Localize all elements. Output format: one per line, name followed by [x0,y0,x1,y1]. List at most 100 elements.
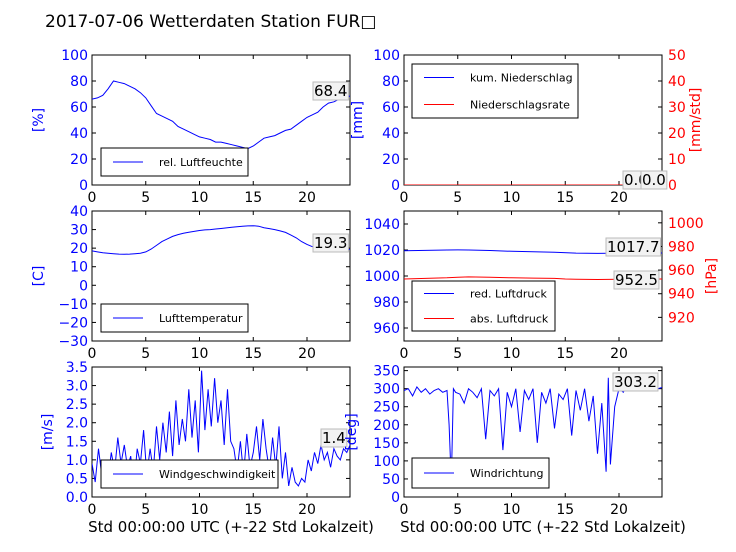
y-tick-label: 3.0 [66,379,88,395]
y-axis-label: [mm] [350,101,366,139]
series-line-abs-luftdruck [404,276,662,281]
legend-label: rel. Luftfeuchte [159,156,243,169]
last-value-label-box [312,81,349,101]
x-tick-label: 20 [298,346,316,362]
y-tick-label: 2.5 [66,397,88,413]
y-tick-label: 1.0 [66,453,88,469]
y-right-tick-label: 40 [668,74,686,90]
x-tick-label: 10 [503,502,521,518]
x-tick-label: 15 [244,502,262,518]
y-tick-label: 100 [373,454,400,470]
y-right-tick-label: 1000 [668,216,704,232]
x-tick-label: 5 [453,346,462,362]
y-tick-label: 20 [70,152,88,168]
x-tick-label: 15 [556,346,574,362]
series-line-lufttemperatur [92,225,350,255]
y-tick-label: 0 [391,490,400,506]
y-tick-label: 0.0 [66,490,88,506]
last-value-label-2: 952.5 [615,271,658,289]
x-axis-label: Std 00:00:00 UTC (+-22 Std Lokalzeit) [400,518,686,536]
x-tick-label: 15 [556,190,574,206]
y-tick-label: 150 [373,436,400,452]
legend-label: Niederschlagsrate [470,99,570,112]
series-line-rel-luftfeuchte [92,80,350,150]
y-tick-label: 20 [382,152,400,168]
y-tick-label: 1020 [364,243,400,259]
legend-label: kum. Niederschlag [470,72,573,85]
legend: rel. Luftfeuchte [100,147,249,177]
y-tick-label: 350 [373,364,400,380]
last-value-label: 1017.7 [607,238,660,256]
x-tick-label: 10 [191,502,209,518]
x-tick-label: 10 [191,190,209,206]
legend-label: abs. Luftdruck [470,313,549,326]
y-tick-label: 80 [70,74,88,90]
y-tick-label: 30 [70,223,88,239]
y-tick-label: 0 [391,178,400,194]
x-tick-label: 10 [503,346,521,362]
x-tick-label: 20 [610,190,628,206]
x-axis-label: Std 00:00:00 UTC (+-22 Std Lokalzeit) [88,518,374,536]
y-right-axis-label: [mm/std] [688,88,704,153]
legend: Windgeschwindigkeit [100,459,279,489]
y-tick-label: 50 [382,472,400,488]
y-tick-label: 300 [373,382,400,398]
y-right-tick-label: 30 [668,100,686,116]
y-tick-label: 40 [382,126,400,142]
x-tick-label: 5 [141,502,150,518]
x-tick-label: 5 [141,346,150,362]
x-tick-label: 5 [453,502,462,518]
y-tick-label: 3.5 [66,360,88,376]
last-value-label: 68.4 [314,82,347,100]
last-value-label-2: 0.0 [642,171,666,189]
legend-label: Windgeschwindigkeit [159,468,276,481]
y-tick-label: 40 [70,204,88,220]
y-tick-label: 2.0 [66,416,88,432]
y-tick-label: 10 [70,260,88,276]
x-tick-label: 0 [400,346,409,362]
y-right-tick-label: 960 [668,263,695,279]
y-tick-label: 980 [373,295,400,311]
y-tick-label: 0.5 [66,471,88,487]
legend: Windrichtung [411,457,550,489]
x-tick-label: 0 [400,190,409,206]
y-right-tick-label: 0 [668,178,677,194]
y-tick-label: −30 [58,334,88,350]
x-tick-label: 0 [88,502,97,518]
y-right-axis-label: [hPa] [704,258,720,294]
last-value-label: 19.3 [314,234,347,252]
x-tick-label: 5 [141,190,150,206]
y-tick-label: 1000 [364,269,400,285]
legend-box [411,63,579,119]
x-tick-label: 15 [556,502,574,518]
y-tick-label: −10 [58,297,88,313]
last-value-label: 1.4 [322,429,346,447]
y-right-tick-label: 50 [668,48,686,64]
y-right-tick-label: 980 [668,239,695,255]
y-tick-label: 100 [61,48,88,64]
y-axis-label: [%] [31,108,47,132]
y-tick-label: 60 [70,100,88,116]
y-tick-label: 250 [373,400,400,416]
x-tick-label: 15 [244,190,262,206]
last-value-label-box [612,372,659,392]
y-axis-label: [deg] [344,413,360,450]
x-tick-label: 5 [453,190,462,206]
y-tick-label: −20 [58,315,88,331]
y-right-tick-label: 920 [668,310,695,326]
y-right-tick-label: 940 [668,287,695,303]
y-tick-label: 40 [70,126,88,142]
y-tick-label: 0 [79,278,88,294]
panel-wind-speed: 0 5 10 15 20 0.0 0.5 1.0 1.5 2.0 2.5 3.0 3.5 [m/s] Std… [40,360,374,536]
panel-temperature: 0 5 10 15 20 −30 −20 −10 0 10 20 30 40 [C] 19.3 Lufttem… [31,204,351,362]
y-tick-label: 0 [79,178,88,194]
legend-label: Lufttemperatur [159,312,243,325]
legend-label: red. Luftdruck [470,288,547,301]
x-tick-label: 15 [244,346,262,362]
y-right-tick-label: 10 [668,152,686,168]
x-tick-label: 20 [298,502,316,518]
last-value-label: 303.2 [614,373,657,391]
